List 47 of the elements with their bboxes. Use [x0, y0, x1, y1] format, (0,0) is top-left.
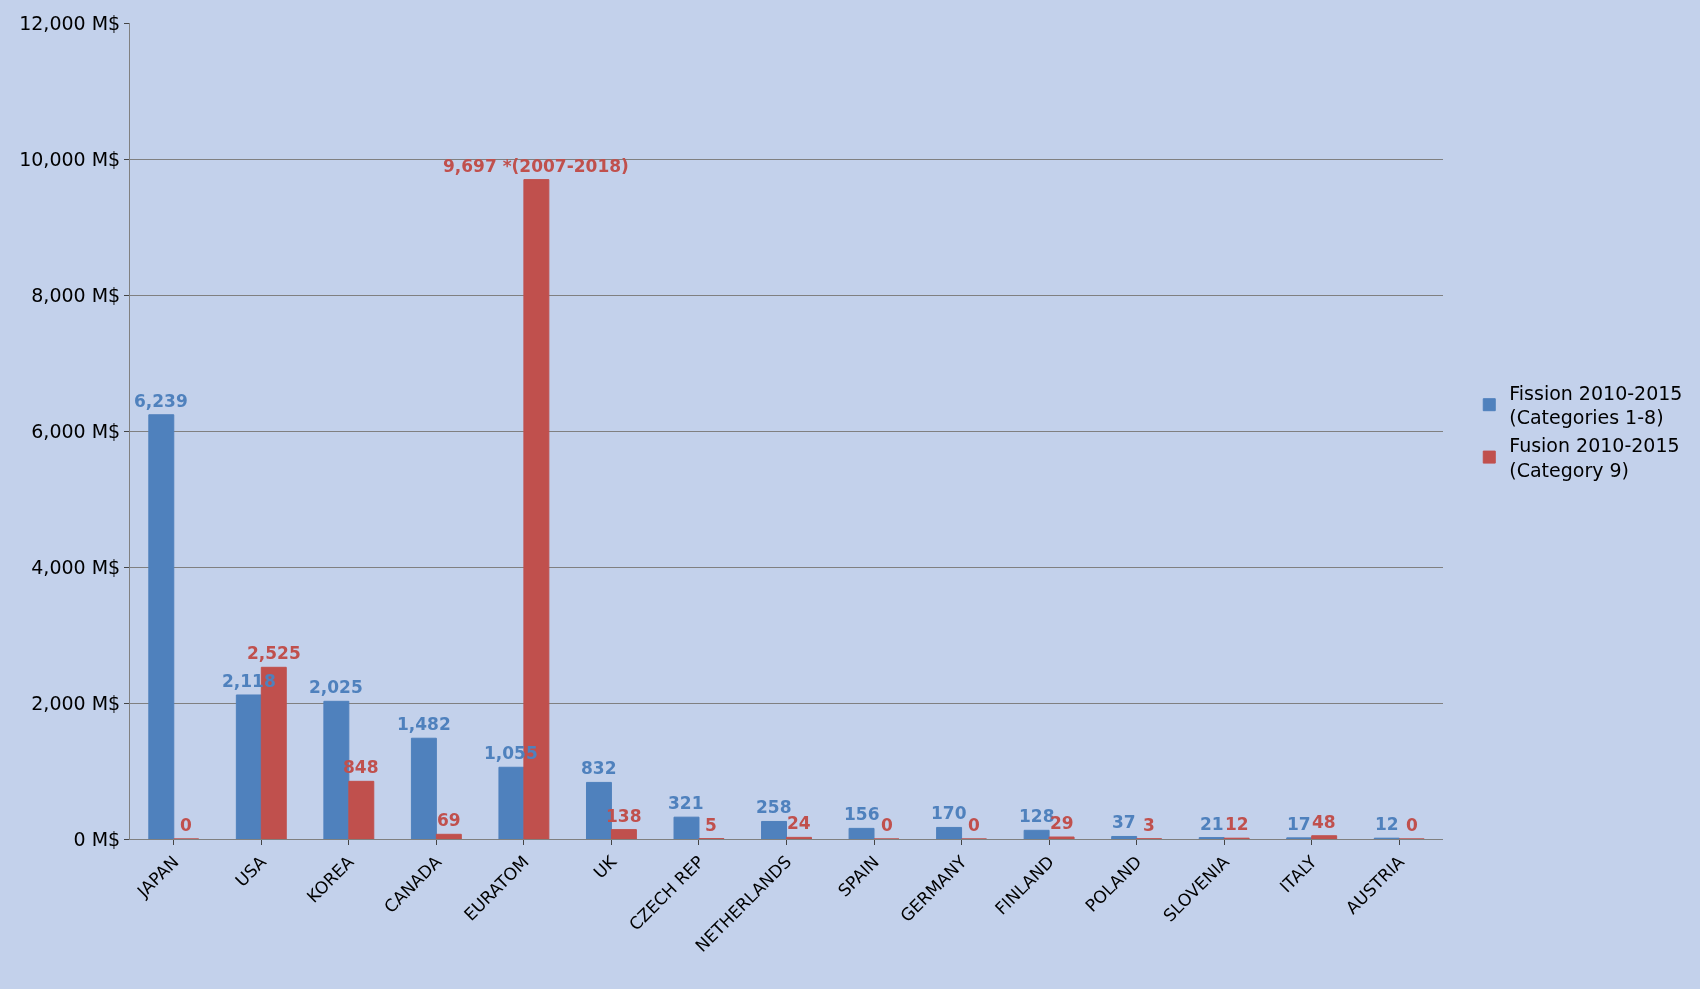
data-label: 9,697 *(2007-2018)	[443, 156, 629, 176]
data-label: 2,525	[247, 643, 301, 663]
data-label: 321	[668, 793, 704, 813]
bar	[1111, 835, 1138, 839]
bar	[761, 820, 787, 839]
bar	[348, 780, 375, 839]
data-label: 0	[180, 815, 192, 835]
bar	[673, 816, 700, 839]
y-tick-label: 6,000 M$	[31, 419, 121, 442]
data-label: 170	[931, 803, 967, 823]
bar	[848, 827, 875, 839]
y-tick-label: 8,000 M$	[31, 283, 121, 306]
x-tick-label: USA	[231, 851, 271, 891]
data-label: 6,239	[134, 391, 188, 411]
data-label: 12	[1375, 814, 1399, 834]
y-tick-label: 2,000 M$	[31, 691, 121, 714]
data-label: 832	[581, 758, 617, 778]
data-label: 69	[437, 810, 461, 830]
data-label: 0	[968, 815, 980, 835]
bar	[1311, 835, 1338, 839]
data-label: 1,482	[397, 714, 451, 734]
bar	[235, 694, 262, 839]
data-label: 5	[705, 815, 717, 835]
data-label: 17	[1287, 814, 1311, 834]
bar	[410, 737, 437, 839]
bar	[610, 829, 637, 839]
y-tick-label: 12,000 M$	[19, 11, 121, 34]
y-tick-label: 0 M$	[73, 827, 121, 850]
data-label: 12	[1225, 814, 1249, 834]
bar	[936, 826, 963, 839]
x-tick-label: UK	[589, 851, 621, 883]
legend-label: Fusion 2010-2015 (Category 9)	[1509, 434, 1680, 481]
data-label: 21	[1200, 814, 1224, 834]
legend-label: Fission 2010-2015 (Categories 1-8)	[1509, 381, 1683, 429]
data-label: 0	[1406, 815, 1418, 835]
y-tick-label: 10,000 M$	[19, 147, 121, 170]
data-label: 3	[1143, 815, 1155, 835]
bar	[498, 766, 525, 839]
bar	[148, 414, 175, 839]
y-tick-label: 4,000 M$	[31, 555, 121, 578]
bar	[435, 833, 462, 839]
data-label: 156	[844, 804, 880, 824]
data-label: 37	[1112, 812, 1136, 832]
bar	[1023, 829, 1050, 839]
data-label: 48	[1312, 812, 1336, 832]
data-label: 0	[881, 815, 893, 835]
data-label: 2,025	[309, 677, 363, 697]
